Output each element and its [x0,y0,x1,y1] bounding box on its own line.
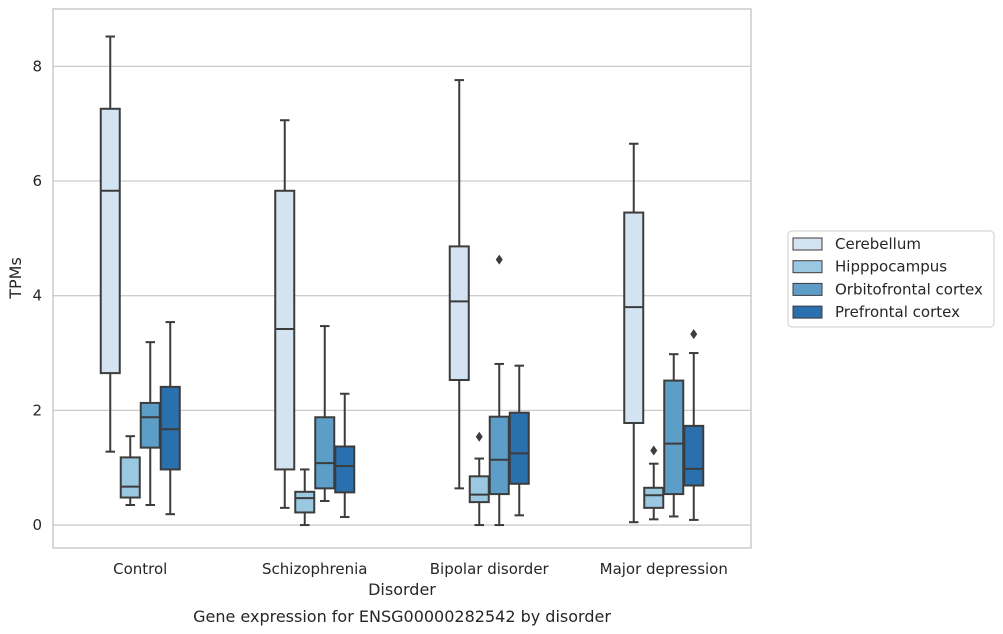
box-group [294,468,316,527]
y-axis-label: TPMs [6,257,25,300]
box [334,445,356,494]
box [159,385,181,471]
outlier-point [475,431,483,442]
box-group [468,431,490,527]
box [274,189,296,471]
x-axis-label: Disorder [368,580,436,599]
plot-frame [52,8,752,549]
outlier-point [650,445,658,456]
legend-frame [787,230,995,328]
box-group [99,35,121,453]
box-group [663,353,685,518]
box-groups [99,35,705,527]
box-group [643,445,665,521]
x-tick-label: Major depression [600,560,728,578]
box-group [623,142,645,524]
box [314,416,336,490]
y-tick-label: 8 [32,57,42,75]
box [488,415,510,496]
chart-caption: Gene expression for ENSG00000282542 by d… [193,607,611,626]
box [663,379,685,496]
box [643,486,665,509]
y-tick-label: 2 [32,401,42,419]
y-tick-label: 0 [32,516,42,534]
box [468,475,490,504]
x-tick-label: Bipolar disorder [430,560,550,578]
box [508,411,530,485]
legend-label: Orbitofrontal cortex [835,280,983,298]
legend: Cerebellum Hipppocampus Orbitofrontal cort… [787,230,995,328]
y-tick-labels: 0 2 4 6 8 [32,57,42,534]
box [99,107,121,375]
box-group [274,119,296,509]
y-tick-label: 6 [32,172,42,190]
legend-label: Cerebellum [835,235,921,253]
legend-swatch [792,260,823,274]
box-group [139,341,161,506]
box-group [314,325,336,502]
x-tick-label: Schizophrenia [262,560,367,578]
box-group [159,321,181,516]
outlier-point [495,254,503,265]
box [139,401,161,449]
box [623,211,645,424]
box [294,490,316,514]
legend-swatch [792,282,823,296]
grid-lines [53,65,751,526]
box [119,456,141,499]
legend-label: Hipppocampus [835,258,947,276]
outlier-point [690,329,698,340]
box-group [508,364,530,517]
legend-swatch [792,305,823,319]
legend-swatch [792,237,823,251]
box [683,424,705,487]
box-group [334,392,356,519]
y-tick-label: 4 [32,287,42,305]
box-group [683,329,705,521]
box-group [119,435,141,506]
x-tick-label: Control [113,560,167,578]
x-tick-labels: Control Schizophrenia Bipolar disorder Majo… [113,560,728,578]
box [448,245,470,381]
legend-label: Prefrontal cortex [835,303,960,321]
box-group [448,79,470,490]
